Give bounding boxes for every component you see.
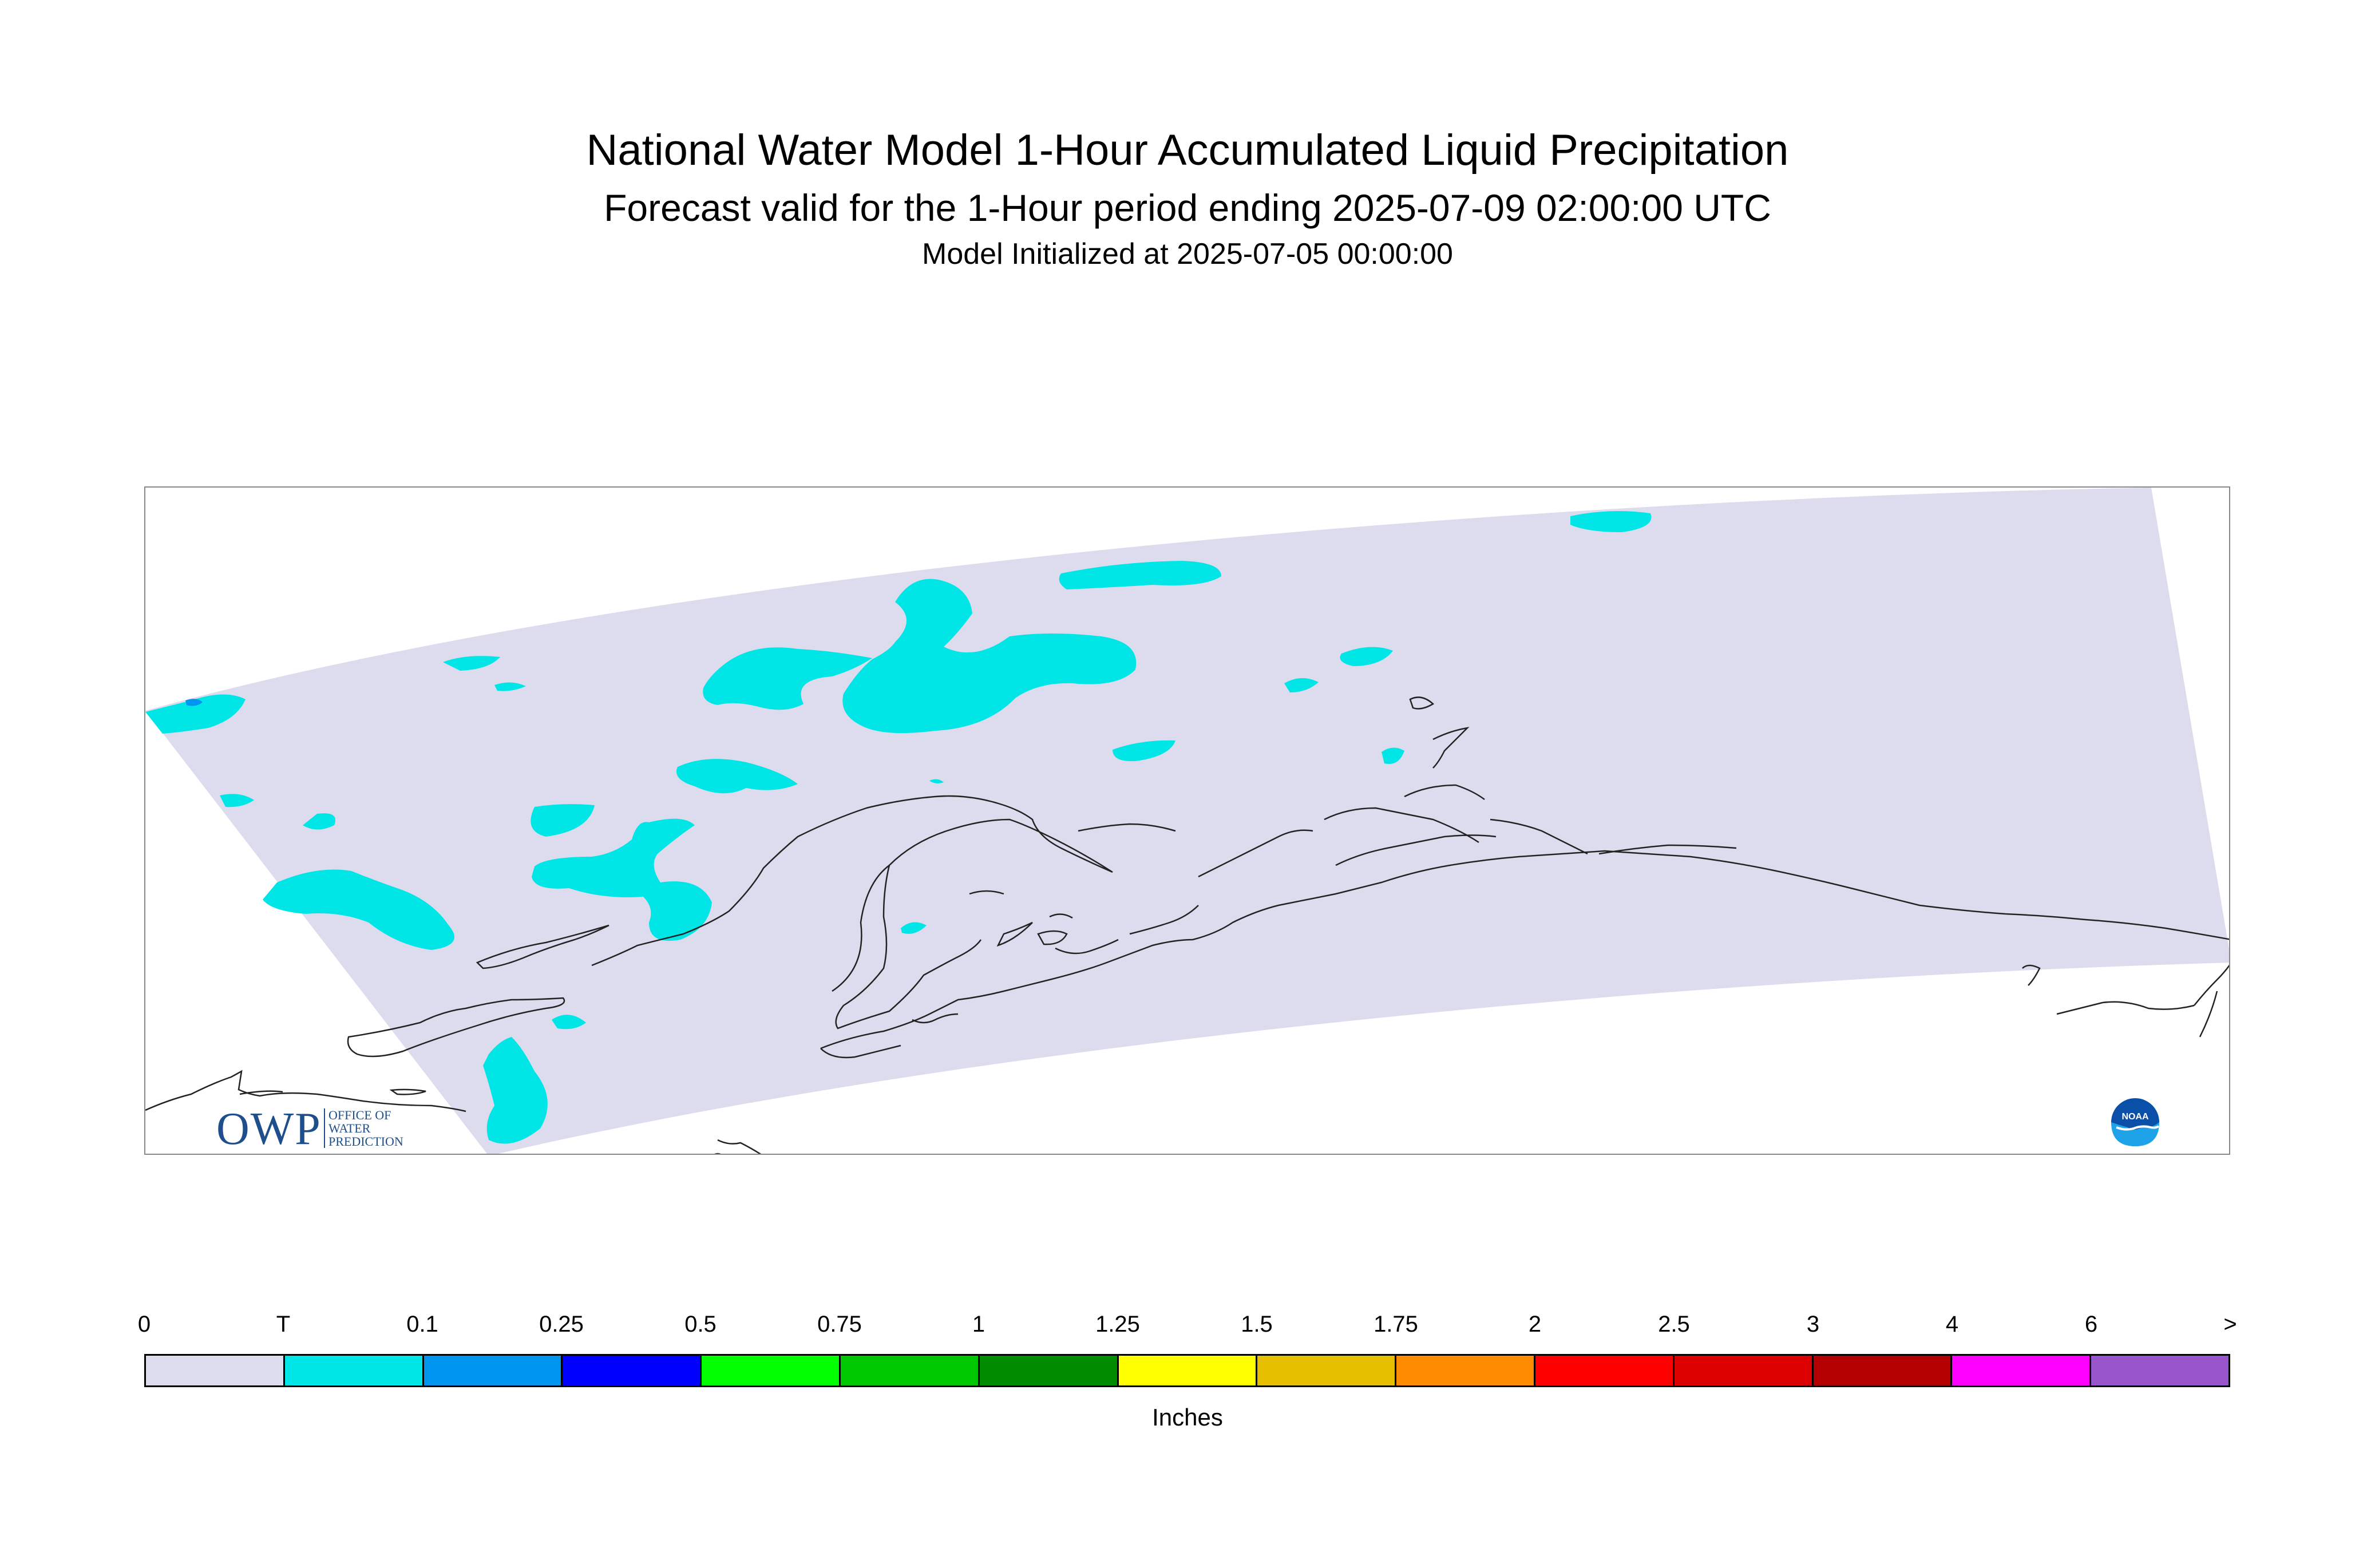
colorbar-swatch: [284, 1356, 424, 1385]
owp-logo-line2: WATER: [328, 1121, 371, 1135]
colorbar-tick-label: 0.1: [406, 1312, 438, 1337]
colorbar-swatch: [146, 1356, 285, 1385]
colorbar-swatch: [1396, 1356, 1535, 1385]
colorbar-tick-label: T: [276, 1312, 291, 1337]
colorbar-swatch: [1952, 1356, 2092, 1385]
colorbar-swatch: [979, 1356, 1119, 1385]
colorbar-tick-label: 2.5: [1658, 1312, 1690, 1337]
colorbar-tick-label: 0.75: [817, 1312, 862, 1337]
colorbar-tick-label: 0.5: [684, 1312, 717, 1337]
noaa-logo-text: NOAA: [2121, 1112, 2149, 1122]
noaa-logo: NOAA: [2111, 1098, 2160, 1147]
colorbar-tick-label: 0.25: [539, 1312, 584, 1337]
colorbar-swatch: [1535, 1356, 1675, 1385]
colorbar-swatch: [1257, 1356, 1397, 1385]
colorbar-swatch: [1674, 1356, 1814, 1385]
colorbar-swatch: [702, 1356, 841, 1385]
colorbar-tick-label: >: [2223, 1312, 2237, 1337]
model-domain: [145, 488, 2229, 1154]
colorbar-tick-label: 3: [1806, 1312, 1820, 1337]
colorbar-swatch: [563, 1356, 702, 1385]
owp-logo-line3: PREDICTION: [328, 1134, 403, 1149]
owp-logo-subtext: OFFICE OF WATER PREDICTION: [324, 1108, 420, 1148]
colorbar-swatch: [840, 1356, 980, 1385]
precip-light-area: [185, 699, 203, 706]
model-init-time: Model Initialized at 2025-07-05 00:00:00: [922, 237, 1453, 271]
colorbar-tick-label: 1.75: [1373, 1312, 1418, 1337]
colorbar-tick-label: 1.25: [1095, 1312, 1140, 1337]
forecast-valid-subtitle: Forecast valid for the 1-Hour period end…: [604, 187, 1771, 229]
colorbar-swatch: [1118, 1356, 1258, 1385]
colorbar-tick-label: 2: [1528, 1312, 1542, 1337]
colorbar-tick-label: 4: [1945, 1312, 1959, 1337]
colorbar-tick-label: 1: [972, 1312, 985, 1337]
colorbar-tick-label: 1.5: [1241, 1312, 1273, 1337]
owp-logo-line1: OFFICE OF: [328, 1108, 391, 1122]
colorbar: [144, 1354, 2230, 1387]
colorbar-swatch: [423, 1356, 563, 1385]
colorbar-tick-label: 0: [137, 1312, 151, 1337]
coastlines: [145, 696, 2229, 1154]
precip-trace-areas: [145, 511, 1652, 1144]
precipitation-map[interactable]: [144, 486, 2230, 1155]
colorbar-swatch: [1813, 1356, 1953, 1385]
colorbar-tick-label: 6: [2084, 1312, 2098, 1337]
colorbar-swatch: [2091, 1356, 2228, 1385]
owp-logo-wordmark: OWP: [216, 1104, 322, 1154]
colorbar-units-label: Inches: [1152, 1404, 1223, 1431]
chart-title: National Water Model 1-Hour Accumulated …: [586, 126, 1789, 175]
